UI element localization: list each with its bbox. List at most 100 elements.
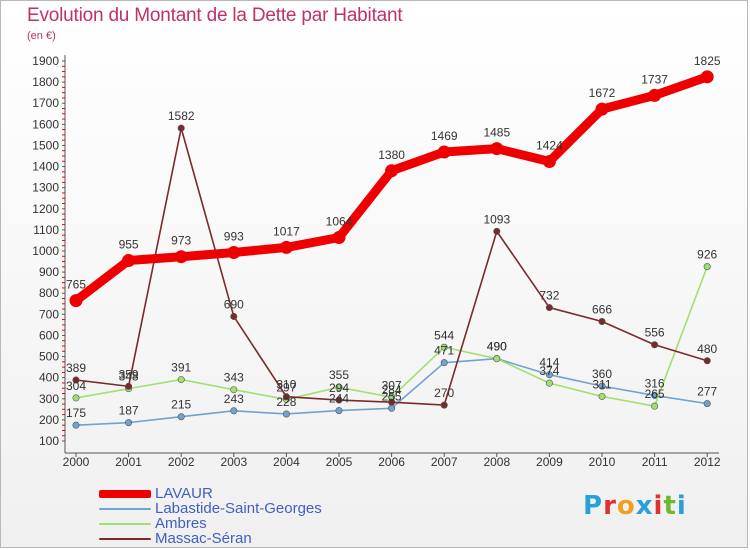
y-tick-label: 1500	[32, 138, 59, 152]
data-point-lavaur	[595, 102, 609, 116]
data-point-lavaur	[648, 88, 662, 102]
data-label-ambres: 311	[592, 377, 611, 391]
data-point-labastide-saint-georges	[703, 400, 711, 408]
y-tick-label: 1200	[32, 202, 59, 216]
legend-label: Ambres	[155, 515, 207, 532]
legend-label: LAVAUR	[155, 485, 213, 502]
data-point-lavaur	[437, 145, 451, 159]
x-tick-label: 2006	[378, 455, 405, 469]
data-label-lavaur: 1380	[378, 148, 405, 162]
x-tick-label: 2005	[326, 455, 353, 469]
logo-letter: t	[663, 491, 677, 521]
data-label-massac-s-ran: 480	[697, 342, 717, 356]
data-label-massac-s-ran: 1582	[168, 109, 195, 123]
x-tick-label: 2003	[220, 455, 247, 469]
data-label-ambres: 374	[539, 364, 559, 378]
data-point-labastide-saint-georges	[177, 413, 185, 421]
data-point-labastide-saint-georges	[335, 407, 343, 415]
data-label-labastide-saint-georges: 277	[697, 385, 717, 399]
data-label-labastide-saint-georges: 187	[119, 404, 139, 418]
logo-letter: P	[583, 491, 604, 521]
chart-title: Evolution du Montant de la Dette par Hab…	[27, 5, 403, 26]
data-label-massac-s-ran: 359	[119, 367, 139, 381]
data-label-lavaur: 1469	[431, 129, 458, 143]
y-tick-label: 1800	[32, 75, 59, 89]
x-tick-label: 2002	[168, 455, 195, 469]
data-point-lavaur	[174, 250, 188, 264]
x-tick-label: 2010	[589, 455, 616, 469]
data-label-labastide-saint-georges: 228	[276, 395, 296, 409]
data-label-lavaur: 973	[171, 234, 191, 248]
data-point-labastide-saint-georges	[230, 407, 238, 415]
data-label-lavaur: 1424	[536, 138, 563, 152]
data-label-labastide-saint-georges: 243	[224, 392, 244, 406]
data-point-massac-s-ran	[598, 318, 606, 326]
legend-item: Labastide-Saint-Georges	[99, 501, 399, 517]
legend-swatch	[99, 508, 151, 510]
legend-item: Massac-Séran	[99, 531, 399, 547]
data-point-massac-s-ran	[703, 357, 711, 365]
data-label-ambres: 304	[66, 379, 86, 393]
legend-swatch	[99, 538, 151, 540]
data-point-labastide-saint-georges	[651, 391, 659, 399]
data-label-ambres: 348	[119, 370, 139, 384]
data-label-ambres: 265	[645, 387, 665, 401]
data-point-ambres	[598, 392, 606, 400]
data-point-ambres	[230, 386, 238, 394]
y-tick-label: 800	[39, 286, 59, 300]
legend-item: LAVAUR	[99, 486, 399, 502]
data-label-massac-s-ran: 284	[382, 383, 402, 397]
logo-letter: o	[616, 491, 636, 521]
data-label-massac-s-ran: 556	[645, 326, 665, 340]
data-label-massac-s-ran: 666	[592, 303, 612, 317]
data-point-ambres	[177, 376, 185, 384]
chart-subtitle: (en €)	[27, 30, 56, 42]
y-tick-label: 400	[39, 371, 59, 385]
data-label-lavaur: 1485	[483, 126, 510, 140]
legend-swatch	[99, 523, 151, 525]
y-tick-label: 300	[39, 392, 59, 406]
data-point-lavaur	[490, 142, 504, 156]
data-label-lavaur: 1672	[589, 86, 616, 100]
data-label-lavaur: 1737	[641, 72, 668, 86]
legend-item: Ambres	[99, 516, 399, 532]
data-label-ambres: 307	[382, 378, 402, 392]
data-label-lavaur: 765	[66, 278, 86, 292]
data-point-ambres	[335, 383, 343, 391]
y-tick-label: 600	[39, 328, 59, 342]
y-tick-label: 1700	[32, 96, 59, 110]
data-label-labastide-saint-georges: 414	[539, 356, 559, 370]
data-point-lavaur	[700, 70, 714, 84]
data-point-massac-s-ran	[125, 382, 133, 390]
x-tick-label: 2009	[536, 455, 563, 469]
data-label-labastide-saint-georges: 255	[382, 389, 402, 403]
data-point-lavaur	[385, 164, 399, 178]
y-tick-label: 1100	[33, 223, 59, 237]
data-label-lavaur: 993	[224, 229, 244, 243]
data-label-lavaur: 1825	[694, 54, 721, 68]
data-point-massac-s-ran	[177, 124, 185, 132]
data-point-labastide-saint-georges	[388, 404, 396, 412]
data-label-massac-s-ran: 1093	[483, 212, 510, 226]
data-point-lavaur	[279, 240, 293, 254]
y-tick-label: 1600	[32, 117, 59, 131]
data-label-ambres: 355	[329, 368, 349, 382]
data-point-labastide-saint-georges	[282, 410, 290, 418]
data-label-lavaur: 1017	[273, 224, 300, 238]
data-point-labastide-saint-georges	[125, 419, 133, 427]
x-tick-label: 2000	[63, 455, 90, 469]
x-tick-label: 2008	[483, 455, 510, 469]
data-label-labastide-saint-georges: 175	[66, 406, 86, 420]
y-tick-label: 1000	[32, 244, 59, 258]
x-tick-label: 2004	[273, 455, 300, 469]
data-point-massac-s-ran	[651, 341, 659, 349]
data-label-ambres: 490	[487, 340, 507, 354]
data-label-massac-s-ran: 389	[66, 361, 86, 375]
legend-label: Labastide-Saint-Georges	[155, 500, 322, 517]
data-point-massac-s-ran	[545, 304, 553, 312]
data-point-lavaur	[332, 230, 346, 244]
logo-letter: x	[635, 491, 654, 521]
data-point-ambres	[545, 379, 553, 387]
y-tick-label: 1400	[32, 160, 59, 174]
data-point-massac-s-ran	[230, 312, 238, 320]
